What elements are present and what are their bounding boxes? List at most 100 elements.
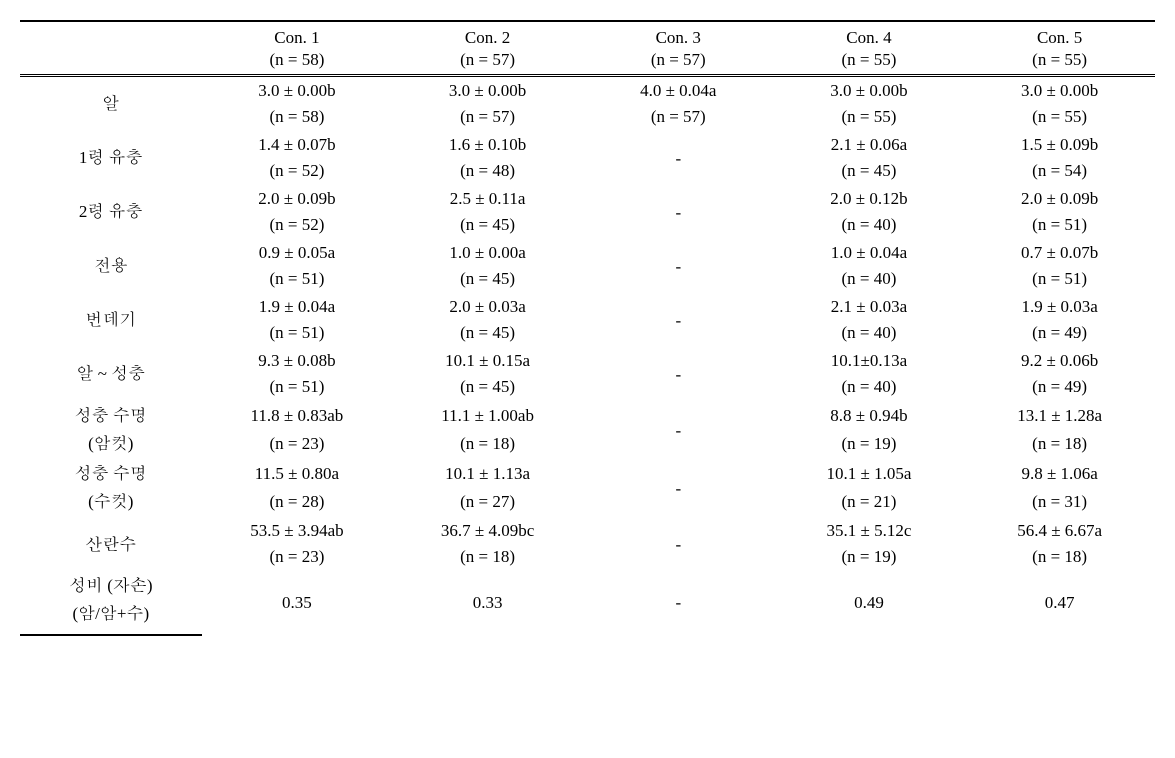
- table-body: 알3.0 ± 0.00b3.0 ± 0.00b4.0 ± 0.04a3.0 ± …: [20, 76, 1155, 635]
- cell-n: (n = 45): [392, 212, 583, 239]
- cell-value: -: [583, 293, 774, 347]
- row-label: 성비 (자손): [20, 571, 202, 600]
- cell-n: (n = 40): [774, 374, 965, 401]
- row-label: 알: [20, 76, 202, 132]
- cell-value: 3.0 ± 0.00b: [964, 76, 1155, 105]
- cell-value: 0.33: [392, 571, 583, 634]
- cell-n: (n = 52): [202, 212, 393, 239]
- row-label: 1령 유충: [20, 131, 202, 185]
- header-empty: [20, 21, 202, 50]
- cell-n: (n = 45): [392, 266, 583, 293]
- cell-value: 4.0 ± 0.04a: [583, 76, 774, 105]
- cell-n: (n = 27): [392, 488, 583, 517]
- cell-value: 3.0 ± 0.00b: [774, 76, 965, 105]
- cell-n: (n = 40): [774, 320, 965, 347]
- row-label: 성충 수명: [20, 459, 202, 488]
- header-n-2: (n = 57): [392, 50, 583, 76]
- cell-value: 0.7 ± 0.07b: [964, 239, 1155, 266]
- table-header: Con. 1 Con. 2 Con. 3 Con. 4 Con. 5 (n = …: [20, 21, 1155, 76]
- row-label: 산란수: [20, 517, 202, 571]
- cell-value: -: [583, 347, 774, 401]
- cell-n: (n = 55): [774, 104, 965, 131]
- cell-n: (n = 48): [392, 158, 583, 185]
- cell-n: (n = 51): [202, 320, 393, 347]
- row-label-sub: (수컷): [20, 488, 202, 517]
- table-row: 알3.0 ± 0.00b3.0 ± 0.00b4.0 ± 0.04a3.0 ± …: [20, 76, 1155, 105]
- cell-n: (n = 40): [774, 212, 965, 239]
- cell-value: 9.3 ± 0.08b: [202, 347, 393, 374]
- cell-value: 10.1 ± 1.13a: [392, 459, 583, 488]
- cell-value: 3.0 ± 0.00b: [392, 76, 583, 105]
- header-row-labels: Con. 1 Con. 2 Con. 3 Con. 4 Con. 5: [20, 21, 1155, 50]
- cell-n: (n = 23): [202, 430, 393, 459]
- cell-value: 1.9 ± 0.04a: [202, 293, 393, 320]
- table-row: 알 ~ 성충9.3 ± 0.08b10.1 ± 0.15a-10.1±0.13a…: [20, 347, 1155, 374]
- cell-value: 1.0 ± 0.04a: [774, 239, 965, 266]
- cell-n: (n = 45): [392, 320, 583, 347]
- cell-value: -: [583, 459, 774, 517]
- cell-value: 0.47: [964, 571, 1155, 634]
- cell-value: 3.0 ± 0.00b: [202, 76, 393, 105]
- cell-value: 1.6 ± 0.10b: [392, 131, 583, 158]
- cell-n: (n = 49): [964, 374, 1155, 401]
- cell-value: -: [583, 239, 774, 293]
- cell-value: 0.9 ± 0.05a: [202, 239, 393, 266]
- cell-value: 2.1 ± 0.06a: [774, 131, 965, 158]
- cell-n: (n = 18): [392, 544, 583, 571]
- cell-value: 56.4 ± 6.67a: [964, 517, 1155, 544]
- cell-value: -: [583, 185, 774, 239]
- table-row: 2령 유충2.0 ± 0.09b2.5 ± 0.11a-2.0 ± 0.12b2…: [20, 185, 1155, 212]
- cell-value: 1.9 ± 0.03a: [964, 293, 1155, 320]
- cell-value: 35.1 ± 5.12c: [774, 517, 965, 544]
- cell-n: (n = 45): [774, 158, 965, 185]
- cell-n: (n = 40): [774, 266, 965, 293]
- row-label: 2령 유충: [20, 185, 202, 239]
- cell-value: 53.5 ± 3.94ab: [202, 517, 393, 544]
- cell-value: 9.8 ± 1.06a: [964, 459, 1155, 488]
- cell-value: 9.2 ± 0.06b: [964, 347, 1155, 374]
- table-row: 1령 유충1.4 ± 0.07b1.6 ± 0.10b-2.1 ± 0.06a1…: [20, 131, 1155, 158]
- header-n-empty: [20, 50, 202, 76]
- cell-n: (n = 18): [392, 430, 583, 459]
- cell-n: (n = 31): [964, 488, 1155, 517]
- cell-value: 8.8 ± 0.94b: [774, 401, 965, 430]
- cell-n: (n = 57): [392, 104, 583, 131]
- header-n-5: (n = 55): [964, 50, 1155, 76]
- cell-n: (n = 58): [202, 104, 393, 131]
- cell-value: 2.0 ± 0.09b: [202, 185, 393, 212]
- cell-n: (n = 45): [392, 374, 583, 401]
- col-header-2: Con. 2: [392, 21, 583, 50]
- cell-value: -: [583, 131, 774, 185]
- col-header-3: Con. 3: [583, 21, 774, 50]
- cell-value: 1.5 ± 0.09b: [964, 131, 1155, 158]
- cell-value: 10.1±0.13a: [774, 347, 965, 374]
- cell-value: 11.8 ± 0.83ab: [202, 401, 393, 430]
- cell-n: (n = 49): [964, 320, 1155, 347]
- header-n-1: (n = 58): [202, 50, 393, 76]
- cell-n: (n = 19): [774, 544, 965, 571]
- row-label: 번데기: [20, 293, 202, 347]
- table-row: 성비 (자손)0.350.33-0.490.47: [20, 571, 1155, 600]
- cell-value: 1.4 ± 0.07b: [202, 131, 393, 158]
- cell-value: 10.1 ± 0.15a: [392, 347, 583, 374]
- cell-n: (n = 21): [774, 488, 965, 517]
- header-row-n: (n = 58) (n = 57) (n = 57) (n = 55) (n =…: [20, 50, 1155, 76]
- cell-n: (n = 18): [964, 430, 1155, 459]
- data-table: Con. 1 Con. 2 Con. 3 Con. 4 Con. 5 (n = …: [20, 20, 1155, 636]
- cell-value: 11.1 ± 1.00ab: [392, 401, 583, 430]
- cell-n: (n = 19): [774, 430, 965, 459]
- cell-value: 10.1 ± 1.05a: [774, 459, 965, 488]
- cell-value: -: [583, 401, 774, 459]
- cell-n: (n = 51): [964, 266, 1155, 293]
- cell-value: 2.0 ± 0.09b: [964, 185, 1155, 212]
- cell-n: (n = 52): [202, 158, 393, 185]
- cell-value: 2.1 ± 0.03a: [774, 293, 965, 320]
- col-header-4: Con. 4: [774, 21, 965, 50]
- cell-value: 0.49: [774, 571, 965, 634]
- cell-n: (n = 54): [964, 158, 1155, 185]
- table-row: 성충 수명11.8 ± 0.83ab11.1 ± 1.00ab-8.8 ± 0.…: [20, 401, 1155, 430]
- row-label: 전용: [20, 239, 202, 293]
- cell-value: 2.0 ± 0.12b: [774, 185, 965, 212]
- table-row: 산란수53.5 ± 3.94ab36.7 ± 4.09bc-35.1 ± 5.1…: [20, 517, 1155, 544]
- cell-n: (n = 57): [583, 104, 774, 131]
